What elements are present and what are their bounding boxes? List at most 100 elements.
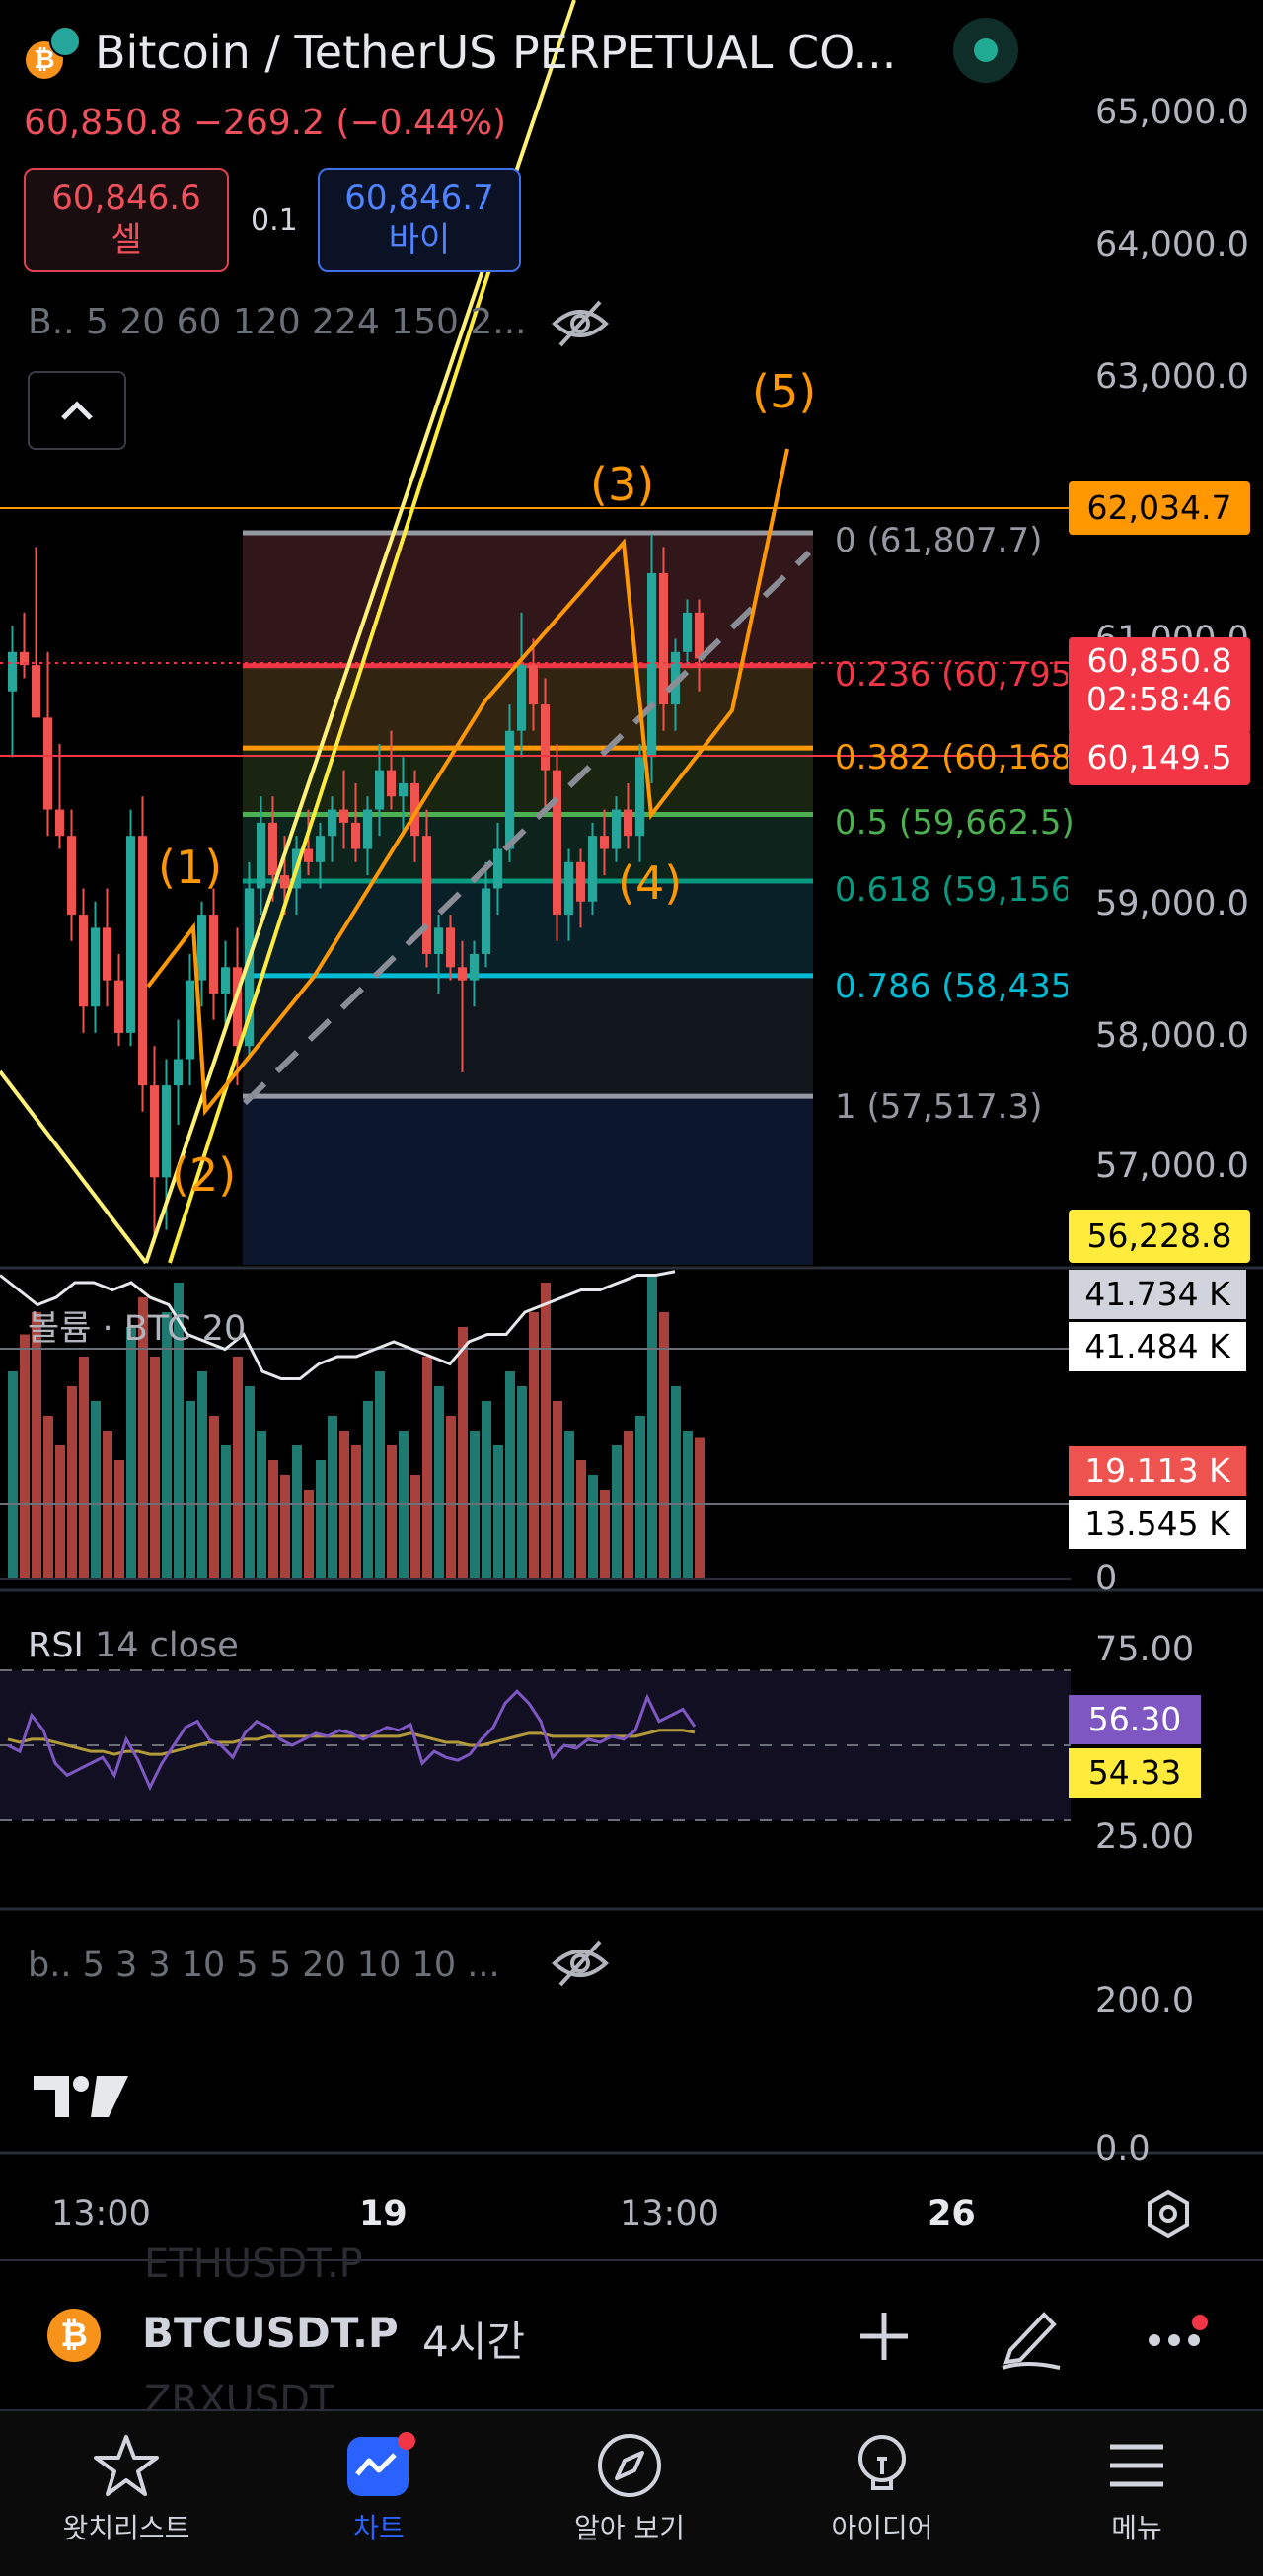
candle-body <box>671 651 680 705</box>
volume-bars <box>8 1275 705 1579</box>
more-options-icon[interactable] <box>1145 2311 1214 2374</box>
fib-zone <box>243 748 813 815</box>
last-price: 60,850.8 <box>24 103 183 143</box>
tab-watchlist[interactable]: 왓치리스트 <box>28 2431 225 2546</box>
fib-retracement[interactable] <box>243 530 813 1265</box>
chart-icon <box>347 2432 415 2496</box>
symbol-name[interactable]: BTCUSDT.P <box>142 2309 399 2357</box>
candle-body <box>493 848 502 889</box>
fib-label-05: 0.5 (59,662.5) <box>835 803 1075 843</box>
candle-body <box>470 954 479 981</box>
price-chart[interactable] <box>0 0 1263 2220</box>
add-icon[interactable] <box>854 2307 914 2370</box>
symbol-title[interactable]: Bitcoin / TetherUS PERPETUAL CO... <box>95 26 897 79</box>
candle-body <box>339 809 348 823</box>
time-axis-label: 26 <box>928 2194 976 2234</box>
tab-chart[interactable]: 차트 <box>280 2431 478 2546</box>
wave-label-5: (5) <box>752 365 817 418</box>
rsi-value-tag: 56.30 <box>1069 1695 1201 1744</box>
volume-bar <box>292 1445 302 1579</box>
sell-label: 셀 <box>111 220 142 259</box>
volume-bar <box>103 1431 112 1579</box>
last-price-value: 60,850.8 <box>1086 641 1232 680</box>
market-status-icon[interactable] <box>953 18 1018 83</box>
buy-label: 바이 <box>388 220 451 259</box>
volume-last-tag: 19.113 K <box>1069 1446 1246 1496</box>
buy-button[interactable]: 60,846.7 바이 <box>318 168 521 272</box>
red-line-price-tag: 60,149.5 <box>1069 730 1250 785</box>
candle-body <box>576 861 585 902</box>
candle-body <box>316 836 325 862</box>
candle-body <box>399 782 408 797</box>
price-axis-label: 63,000.0 <box>1095 357 1249 397</box>
candle-body <box>588 836 597 902</box>
wave-label-1: (1) <box>158 841 223 894</box>
volume-tag: 41.734 K <box>1069 1270 1246 1319</box>
volume-bar <box>434 1386 444 1579</box>
btc-logo-icon: ₿ <box>26 41 63 79</box>
candle-body <box>328 809 336 837</box>
pane3-legend[interactable]: b.. 5 3 3 10 5 5 20 10 10 ... <box>28 1946 500 1985</box>
tab-ideas[interactable]: 아이디어 <box>783 2431 981 2546</box>
tab-menu[interactable]: 메뉴 <box>1038 2431 1235 2546</box>
candle-body <box>647 572 656 758</box>
candle-body <box>114 980 123 1033</box>
collapse-button[interactable] <box>28 371 126 450</box>
chevron-up-icon <box>61 401 93 420</box>
drawing-pen-icon[interactable] <box>997 2301 1066 2376</box>
candle-body <box>351 822 360 849</box>
volume-bar <box>114 1460 124 1579</box>
wave-label-2: (2) <box>172 1148 237 1202</box>
indicator-legend[interactable]: B.. 5 20 60 120 224 150 2... <box>28 302 527 342</box>
volume-legend[interactable]: 볼륨 · BTC 20 <box>28 1309 247 1349</box>
compass-icon <box>598 2434 661 2497</box>
volume-bar <box>67 1386 77 1579</box>
price-axis-label: 58,000.0 <box>1095 1016 1249 1056</box>
tab-watchlist-label: 왓치리스트 <box>62 2512 190 2544</box>
candle-body <box>422 836 431 954</box>
candle-body <box>375 770 384 810</box>
volume-bar <box>91 1401 101 1579</box>
yellow-trendline-2 <box>0 1069 148 1265</box>
candle-body <box>458 967 467 981</box>
fib-extension-zone <box>243 1096 813 1265</box>
volume-bar <box>399 1431 409 1579</box>
candle-body <box>446 927 455 968</box>
chart-settings-icon[interactable] <box>1143 2188 1194 2244</box>
volume-bar <box>659 1312 669 1579</box>
interval-button[interactable]: 4시간 <box>422 2318 526 2366</box>
rsi-legend[interactable]: RSI 14 close <box>28 1626 239 1665</box>
volume-bar <box>268 1460 278 1579</box>
spread-value: 0.1 <box>251 203 298 238</box>
btc-symbol-icon: ₿ <box>47 2309 101 2362</box>
sell-button[interactable]: 60,846.6 셀 <box>24 168 229 272</box>
pane3-hide-eye-icon[interactable] <box>549 1936 612 1991</box>
volume-bar <box>600 1490 610 1579</box>
candle-body <box>268 822 277 876</box>
buy-price: 60,846.7 <box>344 179 494 218</box>
fib-label-0618: 0.618 (59,156.2 <box>835 870 1068 910</box>
volume-bar <box>351 1445 361 1579</box>
tab-chart-label: 차트 <box>353 2512 405 2544</box>
volume-bar <box>446 1416 456 1579</box>
candle-body <box>103 927 111 981</box>
sell-price: 60,846.6 <box>51 179 201 218</box>
candle-body <box>233 967 242 1047</box>
candle-body <box>174 1059 183 1086</box>
candle-body <box>541 704 550 771</box>
tab-ideas-label: 아이디어 <box>831 2512 933 2544</box>
candle-body <box>43 717 52 810</box>
volume-bar <box>612 1445 622 1579</box>
hide-eye-icon[interactable] <box>549 296 612 351</box>
volume-zero-label: 0 <box>1095 1559 1118 1598</box>
candle-body <box>91 927 100 1007</box>
candle-body <box>635 757 644 837</box>
volume-ma-tag: 41.484 K <box>1069 1322 1246 1371</box>
candle-body <box>517 665 526 731</box>
volume-bar <box>138 1297 148 1579</box>
volume-bar <box>20 1334 30 1579</box>
volume-bar <box>458 1327 468 1579</box>
tab-explore[interactable]: 알아 보기 <box>531 2431 728 2546</box>
pane3-top-label: 200.0 <box>1095 1981 1195 2021</box>
